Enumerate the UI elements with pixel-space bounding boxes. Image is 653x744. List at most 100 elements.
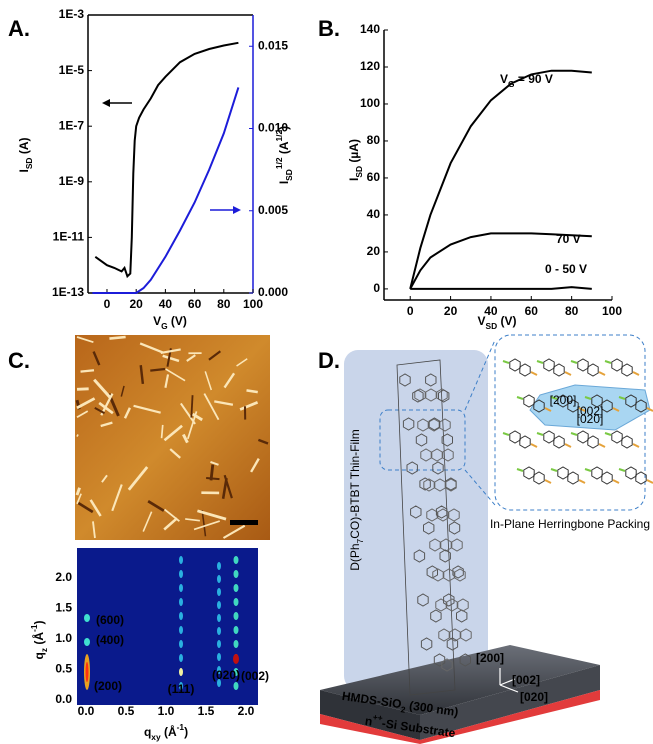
fiber bbox=[77, 501, 94, 514]
fiber bbox=[162, 354, 180, 363]
fiber bbox=[92, 521, 96, 539]
arrow-head bbox=[102, 99, 110, 107]
axis-label: [200] bbox=[476, 651, 504, 665]
diffraction-spots bbox=[84, 556, 239, 690]
text-part: SD bbox=[354, 166, 364, 178]
fiber bbox=[239, 401, 259, 411]
fiber bbox=[197, 509, 227, 521]
fiber bbox=[191, 412, 203, 422]
y-tick-label: 1E-11 bbox=[53, 230, 85, 244]
x-tick-label: 0 bbox=[407, 304, 414, 318]
axis-label: [002] bbox=[577, 404, 604, 418]
text-part: 1/2 bbox=[274, 130, 284, 142]
diffraction-spot bbox=[233, 612, 239, 620]
afm-image bbox=[75, 335, 270, 540]
x-tick-label: 60 bbox=[188, 297, 202, 311]
fiber bbox=[89, 499, 102, 517]
molecule-ring bbox=[445, 477, 457, 491]
molecule-ring bbox=[533, 471, 545, 485]
fiber bbox=[150, 367, 166, 372]
fiber bbox=[98, 401, 114, 415]
molecule-bond bbox=[530, 371, 538, 376]
molecule-bond bbox=[618, 468, 626, 472]
molecule-ring bbox=[543, 430, 555, 444]
y-tick-label: 1E-3 bbox=[59, 7, 85, 21]
text-part: 7 bbox=[355, 538, 365, 543]
molecule-bond bbox=[544, 479, 552, 484]
y-tick-label: 40 bbox=[367, 207, 381, 221]
fiber bbox=[109, 335, 126, 340]
x-axis-label: VG (V) bbox=[153, 314, 187, 331]
text-part: I bbox=[277, 181, 291, 184]
text-part: D(Ph bbox=[348, 543, 362, 570]
molecule-ring bbox=[443, 568, 455, 582]
fiber bbox=[223, 372, 236, 389]
text-part: = 90 V bbox=[515, 72, 553, 86]
axis-label: [020] bbox=[520, 690, 548, 704]
text-part: I bbox=[347, 178, 361, 181]
molecule-bond bbox=[544, 407, 552, 412]
axis-label: [200] bbox=[550, 393, 577, 407]
diffraction-spot bbox=[233, 584, 239, 592]
panel-label: D. bbox=[318, 348, 340, 373]
diffraction-spot bbox=[217, 666, 221, 674]
molecule-ring bbox=[557, 466, 569, 480]
text-part: G bbox=[508, 79, 515, 89]
x-tick-label: 0.0 bbox=[78, 704, 95, 718]
diffraction-spot bbox=[217, 562, 221, 570]
molecule-ring bbox=[635, 471, 647, 485]
series-line bbox=[94, 41, 239, 279]
fiber bbox=[76, 434, 79, 437]
giwaxs-image bbox=[77, 548, 258, 705]
text-part: n bbox=[364, 714, 373, 729]
fiber bbox=[80, 369, 95, 373]
molecule-ring bbox=[420, 448, 432, 462]
molecule-bond bbox=[570, 432, 578, 436]
text-part: I bbox=[17, 169, 31, 172]
fiber bbox=[210, 460, 219, 466]
fiber bbox=[214, 400, 234, 406]
molecule-ring bbox=[523, 394, 535, 408]
text-part: 1/2 bbox=[274, 157, 284, 169]
molecule-bond bbox=[564, 443, 572, 448]
molecule-bond bbox=[550, 468, 558, 472]
diffraction-spot bbox=[179, 682, 183, 690]
dielectric-layer bbox=[320, 645, 600, 715]
molecule-ring bbox=[457, 598, 469, 612]
fiber bbox=[163, 517, 178, 531]
fiber bbox=[94, 406, 106, 415]
y-tick-label: 1E-13 bbox=[52, 285, 84, 299]
text-part: 2 bbox=[400, 704, 406, 715]
x-tick-label: 40 bbox=[159, 297, 173, 311]
molecule-ring bbox=[415, 433, 428, 447]
molecule-ring bbox=[459, 653, 471, 667]
y-tick-label: 140 bbox=[360, 22, 380, 36]
molecule-ring bbox=[428, 417, 441, 431]
fiber bbox=[101, 474, 108, 483]
molecule-bond bbox=[578, 479, 586, 484]
text-part: q bbox=[144, 725, 151, 739]
diffraction-spot bbox=[217, 575, 221, 583]
molecule-bond bbox=[632, 443, 640, 448]
dielectric-side bbox=[320, 690, 420, 740]
fiber bbox=[160, 348, 181, 354]
molecule-bond bbox=[536, 432, 544, 436]
molecule-ring bbox=[519, 435, 531, 449]
molecule-ring bbox=[635, 399, 647, 413]
y-tick-label: 120 bbox=[360, 59, 380, 73]
y2-tick-label: 0.005 bbox=[258, 203, 288, 217]
fiber bbox=[123, 407, 132, 419]
fiber bbox=[206, 477, 220, 481]
unit-cell bbox=[396, 359, 456, 696]
molecule-ring bbox=[425, 373, 437, 387]
molecule-bond bbox=[598, 443, 606, 448]
fiber bbox=[127, 466, 149, 491]
molecule-ring bbox=[451, 538, 463, 552]
x-tick-label: 80 bbox=[217, 297, 231, 311]
afm-fibers bbox=[75, 335, 269, 539]
diffraction-spot bbox=[233, 598, 239, 606]
molecule-ring bbox=[438, 389, 450, 403]
y-tick-label: 1E-5 bbox=[59, 63, 85, 77]
